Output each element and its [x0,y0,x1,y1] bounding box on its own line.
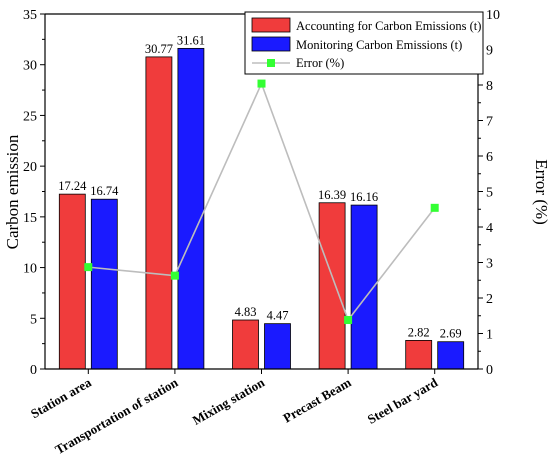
y2-tick-label: 6 [486,150,493,165]
bar-monitoring [90,198,118,370]
y2-tick-label: 1 [486,328,493,343]
x-category-label: Steel bar yard [365,374,441,427]
legend-swatch-accounting [251,17,291,33]
y2-tick-label: 5 [486,186,493,201]
y2-tick-label: 4 [486,221,493,236]
error-point [170,271,179,280]
error-point [84,263,93,272]
y-tick-label: 5 [30,312,37,327]
bar-monitoring [264,323,291,370]
bar-group [58,47,465,370]
bar-accounting [145,56,173,370]
y-tick-label: 0 [30,363,37,378]
bar-value-label: 17.24 [58,179,87,193]
legend: Accounting for Carbon Emissions (t) Moni… [244,11,484,75]
y-tick-label: 25 [23,109,37,124]
y2-tick-label: 0 [486,363,493,378]
y2-tick-label: 8 [486,79,493,94]
y2-tick-label: 7 [486,115,493,130]
x-category-label: Precast Beam [280,375,353,426]
bar-value-label: 16.39 [318,188,346,202]
bar-accounting [58,193,86,370]
legend-label-accounting: Accounting for Carbon Emissions (t) [296,19,481,33]
bar-value-label: 2.82 [408,325,430,339]
bar-value-label: 4.83 [235,305,257,319]
x-category-label: Mixing station [190,374,268,428]
error-point [344,316,353,325]
y-axis-title: Carbon emission [3,134,22,249]
legend-swatch-monitoring [251,36,291,52]
error-line [88,81,436,322]
y-tick-label: 35 [23,8,37,23]
error-point [257,79,266,88]
bar-value-label: 31.61 [177,33,205,47]
y-tick-label: 30 [23,59,37,74]
y2-tick-label: 10 [486,8,500,23]
x-category-label: Station area [28,374,94,421]
legend-label-monitoring: Monitoring Carbon Emissions (t) [296,38,462,52]
y2-tick-label: 2 [486,292,493,307]
legend-label-error: Error (%) [296,56,344,70]
y2-tick-label: 9 [486,44,493,59]
bar-value-label: 4.47 [267,309,289,323]
bar-accounting [232,319,259,370]
error-line-group [84,79,439,325]
y-tick-label: 15 [23,211,37,226]
bar-accounting [318,202,346,370]
y2-tick-label: 3 [486,257,493,272]
bar-value-label: 16.16 [350,190,378,204]
bar-value-label: 2.69 [440,327,462,341]
y-tick-label: 20 [23,160,37,175]
legend-marker-error [267,59,275,67]
bar-accounting [405,339,433,370]
bar-value-label: 16.74 [90,184,119,198]
y-tick-label: 10 [23,262,37,277]
error-point [430,203,439,212]
data-label-group: 17.24 30.77 4.83 16.39 2.82 16.74 31.61 4.47 16.… [58,33,461,340]
bar-monitoring [437,341,465,370]
bar-value-label: 30.77 [145,42,173,56]
y2-axis-title: Error (%) [532,159,550,225]
bar-monitoring [177,47,205,370]
